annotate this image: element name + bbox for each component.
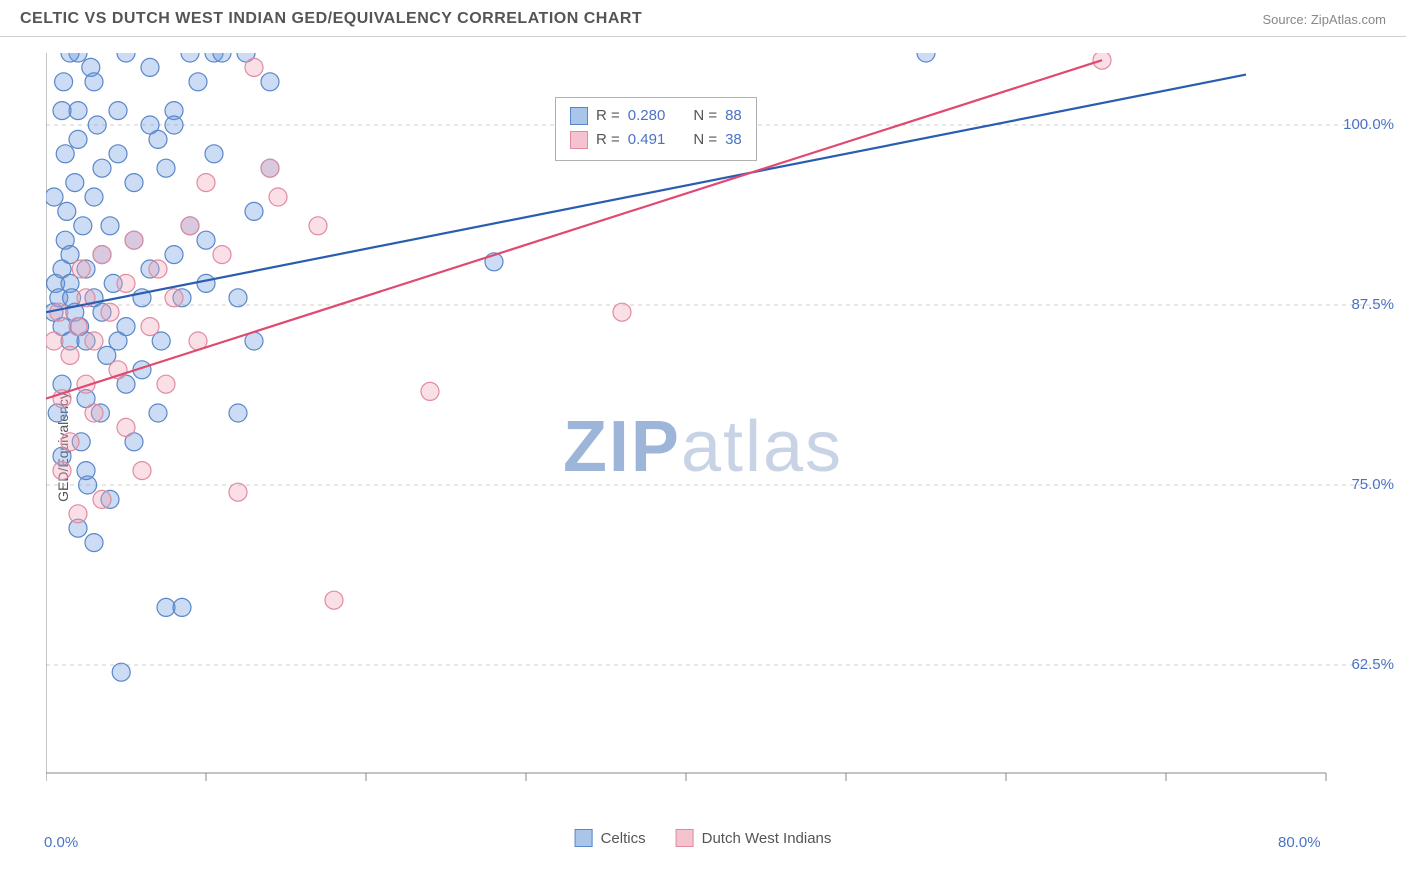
swatch-celtics	[570, 107, 588, 125]
legend-row-dutch: R = 0.491 N = 38	[570, 128, 742, 152]
legend-label-dutch: Dutch West Indians	[702, 830, 832, 847]
chart-title: CELTIC VS DUTCH WEST INDIAN GED/EQUIVALE…	[20, 10, 642, 28]
series-legend: Celtics Dutch West Indians	[575, 829, 832, 847]
chart-area: GED/Equivalency ZIPatlas R = 0.280 N = 8…	[0, 37, 1406, 857]
ytick-label: 87.5%	[1351, 296, 1394, 313]
chart-header: CELTIC VS DUTCH WEST INDIAN GED/EQUIVALE…	[0, 0, 1406, 37]
n-value-celtics: 88	[725, 104, 742, 128]
legend-item-celtics: Celtics	[575, 829, 646, 847]
legend-item-dutch: Dutch West Indians	[676, 829, 832, 847]
n-value-dutch: 38	[725, 128, 742, 152]
correlation-legend: R = 0.280 N = 88 R = 0.491 N = 38	[555, 97, 757, 161]
r-value-dutch: 0.491	[628, 128, 666, 152]
r-value-celtics: 0.280	[628, 104, 666, 128]
swatch-dutch	[570, 131, 588, 149]
chart-source: Source: ZipAtlas.com	[1262, 12, 1386, 27]
legend-row-celtics: R = 0.280 N = 88	[570, 104, 742, 128]
ytick-label: 100.0%	[1343, 116, 1394, 133]
ytick-label: 75.0%	[1351, 476, 1394, 493]
xtick-label: 0.0%	[44, 834, 78, 851]
swatch-celtics-icon	[575, 829, 593, 847]
xtick-label: 80.0%	[1278, 834, 1321, 851]
scatter-plot	[46, 53, 1386, 813]
legend-label-celtics: Celtics	[601, 830, 646, 847]
ytick-label: 62.5%	[1351, 656, 1394, 673]
swatch-dutch-icon	[676, 829, 694, 847]
